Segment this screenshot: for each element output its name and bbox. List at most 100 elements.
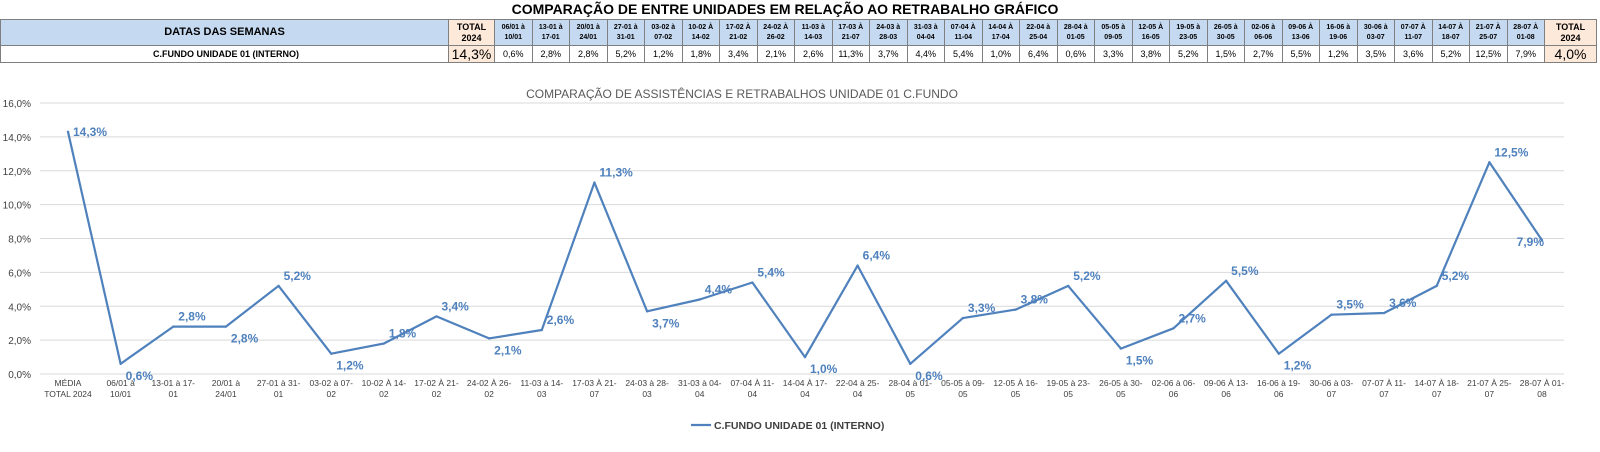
x-tick-label-line: 24-03 à 28-	[625, 378, 669, 388]
table-cell-value: 2,1%	[756, 45, 795, 63]
data-label: 12,5%	[1494, 145, 1528, 159]
y-tick-label: 4,0%	[8, 302, 31, 313]
data-point	[698, 298, 701, 301]
x-tick-label-line: 27-01 à 31-	[257, 378, 301, 388]
data-label: 1,5%	[1126, 354, 1154, 368]
y-tick-label: 8,0%	[8, 235, 31, 246]
data-label: 7,9%	[1517, 235, 1545, 249]
data-point	[1540, 238, 1544, 242]
table-header-week: 24-03 à 28-03	[869, 19, 908, 46]
y-tick-label: 2,0%	[8, 336, 31, 347]
table-cell-value: 2,8%	[569, 45, 608, 63]
data-label: 3,8%	[1021, 293, 1049, 307]
data-label: 2,8%	[231, 332, 259, 346]
x-tick-label: 19-05 à 23-05	[1046, 378, 1090, 399]
table-cell-value: 3,5%	[1356, 45, 1395, 63]
data-label: 3,5%	[1336, 298, 1364, 312]
data-point	[66, 130, 70, 133]
table-cell-value: 0,6%	[1056, 45, 1095, 63]
legend-label: C.FUNDO UNIDADE 01 (INTERNO)	[714, 420, 884, 432]
table-cell-value: 12,5%	[1469, 45, 1508, 63]
data-label: 3,4%	[442, 299, 470, 313]
table-header-week: 07-07 À 11-07	[1394, 19, 1433, 46]
data-point	[645, 310, 649, 313]
x-tick-label: 05-05 à 09-05	[941, 378, 985, 399]
x-tick-label: 26-05 à 30-05	[1099, 378, 1143, 399]
x-tick-label-line: 06	[1274, 389, 1284, 399]
data-label: 3,7%	[652, 316, 680, 330]
table-header-week: 27-01 à 31-01	[606, 19, 645, 46]
data-point	[909, 362, 912, 366]
x-tick-label: 27-01 à 31-01	[257, 378, 301, 399]
table-cell-value: 5,5%	[1281, 45, 1320, 63]
x-tick-label-line: 30-06 à 03-	[1310, 378, 1354, 388]
data-point	[487, 337, 491, 340]
x-tick-label-line: 05	[1116, 389, 1126, 399]
x-tick-label: 13-01 à 17-01	[152, 378, 196, 399]
table-header-week: 14-04 À 17-04	[981, 19, 1020, 46]
x-tick-label-line: 04	[800, 389, 810, 399]
chart-title: COMPARAÇÃO DE ASSISTÊNCIAS E RETRABALHOS…	[526, 86, 958, 101]
data-label: 5,5%	[1231, 264, 1259, 278]
data-point	[435, 315, 438, 318]
table-cell-value: 1,0%	[981, 45, 1020, 63]
data-label: 6,4%	[863, 249, 891, 263]
table-header-week: 24-02 À 26-02	[756, 19, 795, 46]
x-tick-label: 10-02 À 14-02	[362, 378, 407, 399]
table-cell-value: 1,2%	[644, 45, 683, 63]
x-tick-label: 30-06 à 03-07	[1310, 378, 1354, 399]
x-tick-label-line: 05	[1063, 389, 1073, 399]
table-cell-value: 2,7%	[1244, 45, 1283, 63]
x-tick-label-line: 01	[169, 389, 179, 399]
table-cell-value: 1,2%	[1319, 45, 1358, 63]
table-cell-value: 3,3%	[1094, 45, 1133, 63]
x-tick-label-line: 05	[958, 389, 968, 399]
x-tick-label-line: 10-02 À 14-	[362, 378, 407, 388]
table-cell-value: 0,6%	[494, 45, 533, 63]
y-tick-label: 14,0%	[3, 133, 31, 144]
data-label: 1,2%	[1284, 359, 1312, 373]
x-tick-label-line: 14-07 À 18-	[1415, 378, 1460, 388]
data-label: 2,1%	[494, 343, 522, 357]
data-label: 4,4%	[705, 282, 733, 296]
x-tick-label: 09-06 À 13-06	[1204, 378, 1249, 399]
data-point	[119, 362, 122, 366]
table-header-week: 21-07 À 25-07	[1469, 19, 1508, 46]
data-point	[1119, 347, 1123, 350]
x-tick-label-line: 21-07 À 25-	[1467, 378, 1512, 388]
data-point	[961, 316, 965, 320]
table-cell-value: 1,5%	[1206, 45, 1245, 63]
table-header-week: 16-06 à 19-06	[1319, 19, 1358, 46]
data-point	[1172, 327, 1175, 330]
weeks-table: DATAS DAS SEMANAS TOTAL 2024 06/01 à 10/01 13…	[0, 19, 1597, 63]
x-tick-label-line: 07	[590, 389, 600, 399]
table-header-total-right: TOTAL 2024	[1544, 19, 1597, 46]
data-point	[1330, 313, 1333, 316]
table-cell-value: 5,2%	[1431, 45, 1470, 63]
x-tick-label-line: 05	[1011, 389, 1021, 399]
data-point	[593, 181, 596, 184]
data-label: 0,6%	[915, 369, 943, 383]
table-cell-value: 3,7%	[869, 45, 908, 63]
x-tick-label-line: 07-07 À 11-	[1362, 378, 1406, 388]
table-header-week: 17-03 À 21-07	[831, 19, 870, 46]
x-tick-label: 17-02 À 21-02	[414, 378, 459, 399]
x-tick-label-line: 07	[1327, 389, 1337, 399]
x-tick-label: 24-03 à 28-03	[625, 378, 669, 399]
data-label: 1,2%	[336, 359, 364, 373]
x-tick-label-line: 01	[274, 389, 284, 399]
table-cell-value: 11,3%	[831, 45, 870, 63]
x-tick-label: 07-04 À 11-04	[730, 378, 774, 399]
table-header-week: 19-05 à 23-05	[1169, 19, 1208, 46]
table-header-week: 12-05 À 16-05	[1131, 19, 1170, 46]
data-label: 2,8%	[178, 310, 206, 324]
x-tick-label: 24-02 À 26-02	[467, 378, 512, 399]
x-tick-label-line: 19-05 à 23-	[1046, 378, 1090, 388]
x-tick-label: 14-04 À 17-04	[783, 378, 828, 399]
data-point	[224, 325, 228, 328]
data-label: 5,2%	[284, 269, 312, 283]
x-tick-label: 21-07 À 25-07	[1467, 378, 1512, 399]
x-tick-label-line: 03	[537, 389, 547, 399]
x-tick-label: 14-07 À 18-07	[1415, 378, 1460, 399]
x-tick-label-line: 05	[906, 389, 916, 399]
